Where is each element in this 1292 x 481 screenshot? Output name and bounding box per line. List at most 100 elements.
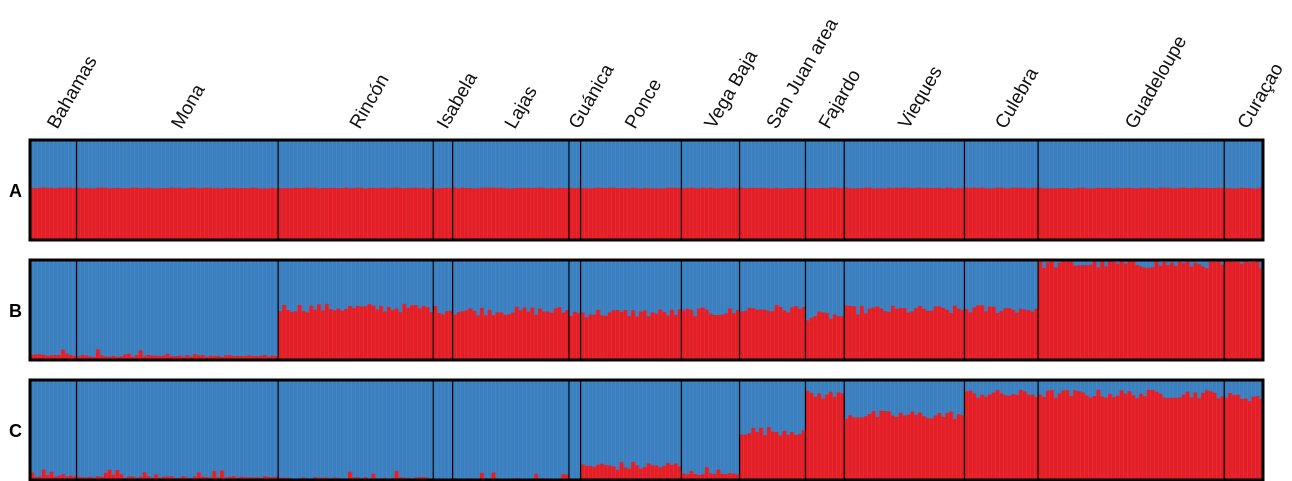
individual-bar xyxy=(852,188,857,240)
panel-frame xyxy=(28,138,1265,242)
individual-bar xyxy=(739,434,744,480)
individual-bar xyxy=(832,187,837,240)
individual-bar xyxy=(534,187,539,240)
individual-bar xyxy=(863,313,868,360)
individual-bar xyxy=(208,355,213,360)
individual-bar xyxy=(1212,262,1217,360)
individual-bar xyxy=(68,187,73,240)
individual-bar xyxy=(1200,266,1206,360)
individual-bar xyxy=(1204,268,1210,360)
individual-bar xyxy=(53,476,58,480)
individual-bar xyxy=(642,187,647,240)
individual-bar xyxy=(227,355,232,360)
individual-bar xyxy=(658,467,663,480)
individual-bar xyxy=(646,463,651,480)
individual-bar xyxy=(1084,188,1089,240)
individual-bar xyxy=(1057,262,1062,360)
individual-bar xyxy=(894,187,899,240)
individual-bar xyxy=(584,465,589,480)
individual-bar xyxy=(979,187,985,240)
individual-bar xyxy=(254,356,260,360)
individual-bar xyxy=(689,187,694,240)
individual-bar xyxy=(468,308,473,360)
individual-bar xyxy=(417,187,422,240)
individual-bar xyxy=(844,305,849,360)
individual-bar xyxy=(1150,188,1155,240)
individual-bar xyxy=(1123,187,1128,240)
individual-bar xyxy=(138,476,143,480)
individual-bar xyxy=(762,309,768,360)
individual-bar xyxy=(1185,188,1190,240)
individual-bar xyxy=(134,187,139,240)
individual-bar xyxy=(642,467,647,480)
individual-bar xyxy=(588,465,593,480)
panel-letter: A xyxy=(9,181,22,201)
individual-bar xyxy=(1197,264,1202,360)
individual-bar xyxy=(111,355,116,360)
individual-bar xyxy=(293,311,298,360)
individual-bar xyxy=(1239,187,1244,240)
individual-bar xyxy=(324,303,329,360)
individual-bar xyxy=(611,466,616,480)
individual-bar xyxy=(1088,397,1093,480)
individual-bar xyxy=(84,187,89,240)
individual-bar xyxy=(933,306,938,360)
individual-bar xyxy=(1259,268,1264,360)
individual-bar xyxy=(1069,188,1074,240)
individual-bar xyxy=(999,393,1004,480)
individual-bar xyxy=(1220,396,1225,480)
individual-bar xyxy=(30,354,35,360)
individual-bar xyxy=(456,188,461,240)
individual-bar xyxy=(886,411,892,480)
individual-bar xyxy=(545,311,550,360)
individual-bar xyxy=(165,353,170,360)
individual-bar xyxy=(1189,397,1194,480)
individual-bar xyxy=(638,468,643,480)
individual-bar xyxy=(685,188,690,240)
individual-bar xyxy=(650,312,655,360)
population-label: Lajas xyxy=(501,83,542,133)
individual-bar xyxy=(956,414,961,480)
individual-bar xyxy=(243,188,248,240)
individual-bar xyxy=(1204,187,1210,240)
individual-bar xyxy=(630,187,636,240)
individual-bar xyxy=(53,188,58,240)
individual-bar xyxy=(673,314,678,360)
individual-bar xyxy=(770,188,775,240)
individual-bar xyxy=(185,188,190,240)
individual-bar xyxy=(421,305,426,360)
individual-bar xyxy=(402,188,407,240)
individual-bar xyxy=(534,473,539,480)
individual-bar xyxy=(743,434,748,480)
individual-bar xyxy=(1119,261,1124,360)
individual-bar xyxy=(681,310,686,360)
individual-bar xyxy=(863,416,868,480)
individual-bar xyxy=(948,313,954,360)
individual-bar xyxy=(917,187,923,240)
individual-bar xyxy=(324,188,329,240)
individual-bar xyxy=(1259,187,1264,240)
individual-bar xyxy=(906,187,911,240)
individual-bar xyxy=(875,188,880,240)
individual-bar xyxy=(1173,266,1179,360)
individual-bar xyxy=(274,476,279,480)
individual-bar xyxy=(979,394,985,480)
individual-bar xyxy=(561,474,566,480)
population-label: Isabela xyxy=(433,69,482,133)
individual-bar xyxy=(37,187,42,240)
individual-bar xyxy=(727,308,733,360)
individual-bar xyxy=(549,312,554,360)
individual-bar xyxy=(770,431,775,480)
individual-bar xyxy=(146,476,151,480)
individual-bar xyxy=(673,187,678,240)
individual-bar xyxy=(503,188,508,240)
individual-bar xyxy=(231,356,236,360)
individual-bar xyxy=(948,411,954,480)
individual-bar xyxy=(1026,394,1031,480)
individual-bar xyxy=(111,188,116,240)
individual-bar xyxy=(1092,188,1097,240)
panel-frame xyxy=(28,258,1265,362)
individual-bar xyxy=(545,188,550,240)
individual-bar xyxy=(817,393,822,480)
